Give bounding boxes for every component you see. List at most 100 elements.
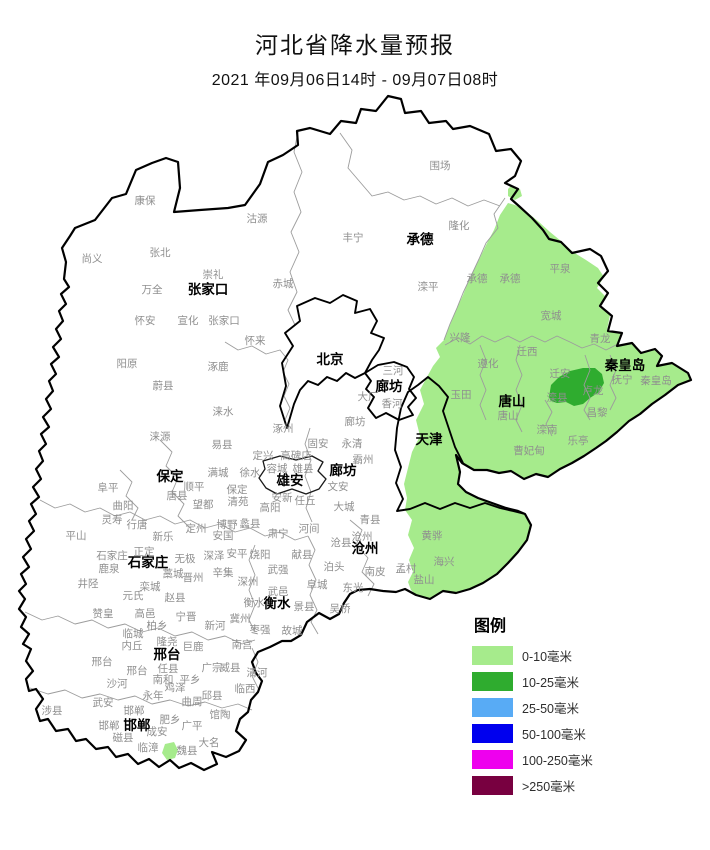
county-label: 昌黎 — [587, 406, 608, 419]
county-label: 邯郸 — [124, 704, 145, 717]
county-label: 邢台 — [127, 664, 148, 677]
county-label: 沽源 — [247, 212, 268, 225]
county-label: 吴桥 — [330, 603, 351, 615]
city-label: 秦皇岛 — [604, 357, 646, 373]
city-label: 承德 — [407, 231, 434, 247]
county-label: 栾城 — [140, 580, 161, 593]
county-label: 隆化 — [449, 219, 470, 232]
county-label: 文安 — [328, 480, 349, 493]
county-label: 大城 — [334, 500, 355, 513]
county-label: 无极 — [175, 552, 196, 565]
county-label: 玉田 — [451, 389, 472, 401]
county-label: 涉县 — [42, 704, 63, 717]
legend-item: 25-50毫米 — [472, 698, 672, 717]
city-label: 张家口 — [188, 281, 229, 297]
county-label: 唐县 — [167, 489, 188, 502]
county-label: 献县 — [292, 548, 313, 561]
county-label: 承德 — [500, 272, 521, 285]
rain-region-0-10mm — [404, 203, 691, 599]
rain-regions — [162, 186, 691, 760]
county-label: 迁西 — [517, 346, 538, 358]
county-label: 藁城 — [163, 567, 184, 580]
city-label: 雄安 — [276, 472, 304, 488]
county-label: 高碑店 — [280, 449, 312, 462]
county-label: 滦县 — [547, 391, 568, 404]
county-label: 南皮 — [365, 565, 386, 578]
county-label: 怀来 — [245, 335, 266, 347]
county-label: 南和 — [153, 673, 174, 686]
county-label: 抚宁 — [612, 373, 633, 386]
city-label: 唐山 — [499, 393, 526, 409]
county-label: 武邑 — [268, 585, 289, 598]
county-label: 广宗 — [202, 661, 223, 674]
county-label: 成安 — [147, 725, 168, 738]
county-label: 衡水 — [244, 597, 265, 609]
county-label: 康保 — [135, 194, 156, 207]
county-label: 赵县 — [165, 591, 186, 604]
county-label: 隆尧 — [157, 635, 178, 648]
county-label: 大厂 — [358, 390, 379, 403]
county-label: 高阳 — [260, 501, 281, 514]
county-label: 曲周 — [182, 696, 203, 708]
city-label: 沧州 — [352, 540, 379, 556]
county-label: 丰宁 — [343, 231, 364, 244]
county-label: 秦皇岛 — [640, 374, 672, 387]
city-label: 石家庄 — [127, 554, 169, 570]
county-label: 肥乡 — [160, 714, 181, 726]
county-label: 青龙 — [590, 332, 611, 345]
county-label: 永清 — [342, 437, 363, 450]
legend-swatch — [472, 646, 513, 665]
tianjin-border — [394, 376, 526, 515]
city-label: 衡水 — [264, 595, 291, 611]
province-boundaries — [17, 94, 693, 772]
county-label: 尚义 — [82, 252, 103, 265]
xiongan-border — [258, 455, 327, 495]
legend-label: 100-250毫米 — [522, 754, 593, 768]
county-label: 鹿泉 — [99, 562, 120, 575]
city-label: 廊坊 — [376, 378, 403, 394]
county-label: 青县 — [360, 513, 381, 526]
county-label: 崇礼 — [203, 268, 224, 281]
county-label: 安平 — [227, 547, 248, 560]
county-label: 元氏 — [123, 590, 144, 602]
county-label: 石家庄 — [96, 549, 128, 562]
hebei-outer-border — [17, 94, 693, 772]
legend-swatch — [472, 750, 513, 769]
county-label: 沧州 — [352, 530, 373, 543]
county-label: 赞皇 — [93, 607, 114, 620]
county-label: 新乐 — [153, 530, 174, 543]
beijing-border — [279, 294, 385, 429]
legend-item: 0-10毫米 — [472, 646, 672, 665]
county-label: 清苑 — [228, 495, 249, 508]
county-label: 威县 — [220, 661, 241, 674]
county-label: 唐山 — [498, 409, 519, 422]
rain-region-10-25mm — [549, 368, 604, 406]
langfang-exclave-border — [364, 361, 417, 421]
county-label: 晋州 — [183, 572, 204, 584]
county-label: 南宫 — [232, 638, 253, 651]
county-label: 柏乡 — [147, 619, 168, 632]
county-label: 乐亭 — [568, 434, 589, 447]
county-label: 蔚县 — [153, 380, 174, 392]
county-label: 临城 — [123, 627, 144, 640]
county-label: 泊头 — [324, 561, 345, 573]
county-label: 容城 — [267, 462, 288, 475]
legend-label: 0-10毫米 — [522, 650, 573, 664]
county-label: 永年 — [143, 689, 164, 702]
county-label: 冀州 — [230, 612, 251, 625]
county-label: 辛集 — [213, 566, 234, 579]
county-label: 海兴 — [434, 555, 455, 568]
county-label: 巨鹿 — [183, 640, 204, 653]
county-label: 万全 — [142, 283, 163, 296]
county-label: 武强 — [268, 563, 289, 576]
county-label: 满城 — [208, 467, 229, 479]
county-label: 内丘 — [122, 639, 143, 652]
county-label: 卢龙 — [583, 384, 604, 397]
legend-item: 50-100毫米 — [472, 724, 672, 743]
county-label: 井陉 — [78, 577, 99, 590]
county-label: 高邑 — [135, 607, 156, 620]
legend: 图例 0-10毫米 10-25毫米 25-50毫米 50-100毫米 100-250毫米… — [472, 612, 672, 802]
county-label: 正定 — [134, 545, 155, 558]
county-label: 邢台 — [92, 655, 113, 668]
county-label: 固安 — [308, 437, 329, 450]
